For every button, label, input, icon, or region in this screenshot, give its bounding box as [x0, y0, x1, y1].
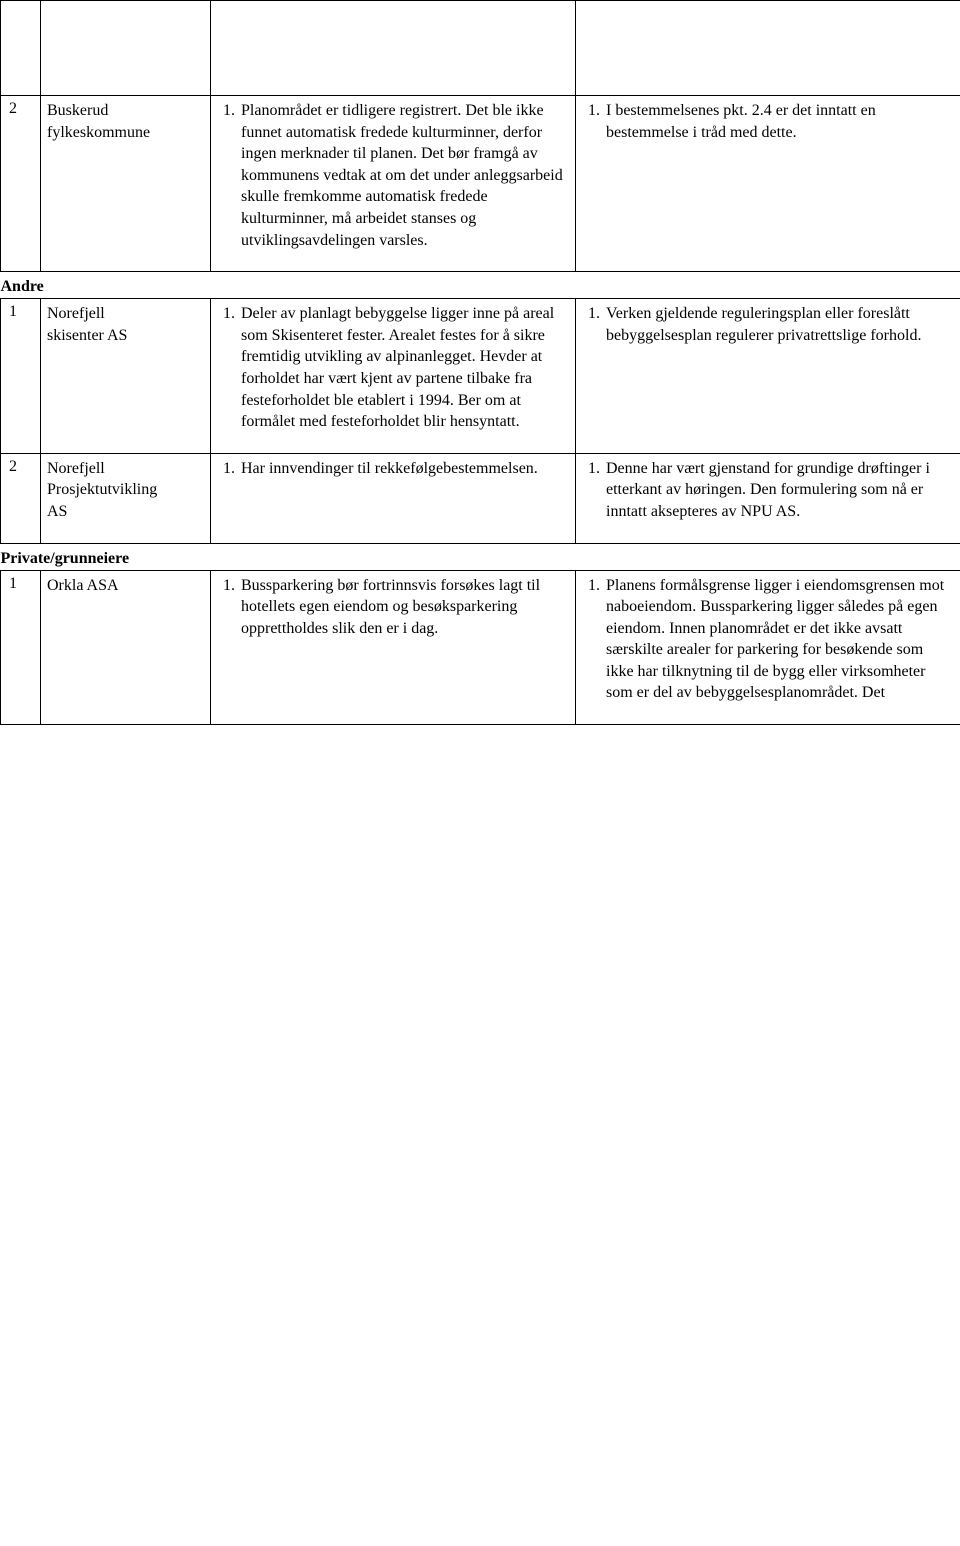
row-number: 1	[1, 299, 41, 454]
list-item: Har innvendinger til rekkefølgebestemmel…	[239, 458, 569, 480]
list-item: I bestemmelsenes pkt. 2.4 er det inntatt…	[604, 100, 954, 143]
list-item: Planområdet er tidligere registrert. Det…	[239, 100, 569, 251]
row-mid: Har innvendinger til rekkefølgebestemmel…	[211, 453, 576, 543]
name-line: Norefjell	[47, 460, 105, 477]
cell-empty	[1, 1, 41, 96]
name-line: AS	[47, 503, 67, 520]
row-number: 1	[1, 570, 41, 725]
row-mid: Bussparkering bør fortrinnsvis forsøkes …	[211, 570, 576, 725]
row-name: Norefjell Prosjektutvikling AS	[41, 453, 211, 543]
section-header-private: Private/grunneiere	[1, 543, 960, 570]
cell-empty	[41, 1, 211, 96]
row-name: Norefjell skisenter AS	[41, 299, 211, 454]
name-line: Norefjell	[47, 305, 105, 322]
row-number: 2	[1, 453, 41, 543]
section-title: Andre	[1, 272, 960, 299]
name-line: skisenter AS	[47, 327, 127, 344]
row-right: Denne har vært gjenstand for grundige dr…	[576, 453, 960, 543]
row-number: 2	[1, 96, 41, 272]
row-name: Orkla ASA	[41, 570, 211, 725]
list-item: Verken gjeldende reguleringsplan eller f…	[604, 303, 954, 346]
name-line: Buskerud	[47, 102, 108, 119]
name-line: fylkeskommune	[47, 124, 150, 141]
document-table: 2 Buskerud fylkeskommune Planområdet er …	[0, 0, 960, 725]
row-mid: Deler av planlagt bebyggelse ligger inne…	[211, 299, 576, 454]
list-item: Planens formålsgrense ligger i eiendomsg…	[604, 575, 954, 705]
row-right: I bestemmelsenes pkt. 2.4 er det inntatt…	[576, 96, 960, 272]
list-item: Denne har vært gjenstand for grundige dr…	[604, 458, 954, 523]
row-mid: Planområdet er tidligere registrert. Det…	[211, 96, 576, 272]
section-header-andre: Andre	[1, 272, 960, 299]
row-right: Verken gjeldende reguleringsplan eller f…	[576, 299, 960, 454]
table-row-empty	[1, 1, 960, 96]
cell-empty	[576, 1, 960, 96]
table-row: 2 Norefjell Prosjektutvikling AS Har inn…	[1, 453, 960, 543]
cell-empty	[211, 1, 576, 96]
row-name: Buskerud fylkeskommune	[41, 96, 211, 272]
section-title: Private/grunneiere	[1, 543, 960, 570]
table-row: 1 Orkla ASA Bussparkering bør fortrinnsv…	[1, 570, 960, 725]
table-row: 1 Norefjell skisenter AS Deler av planla…	[1, 299, 960, 454]
name-line: Prosjektutvikling	[47, 481, 157, 498]
row-right: Planens formålsgrense ligger i eiendomsg…	[576, 570, 960, 725]
list-item: Bussparkering bør fortrinnsvis forsøkes …	[239, 575, 569, 640]
list-item: Deler av planlagt bebyggelse ligger inne…	[239, 303, 569, 433]
table-row: 2 Buskerud fylkeskommune Planområdet er …	[1, 96, 960, 272]
